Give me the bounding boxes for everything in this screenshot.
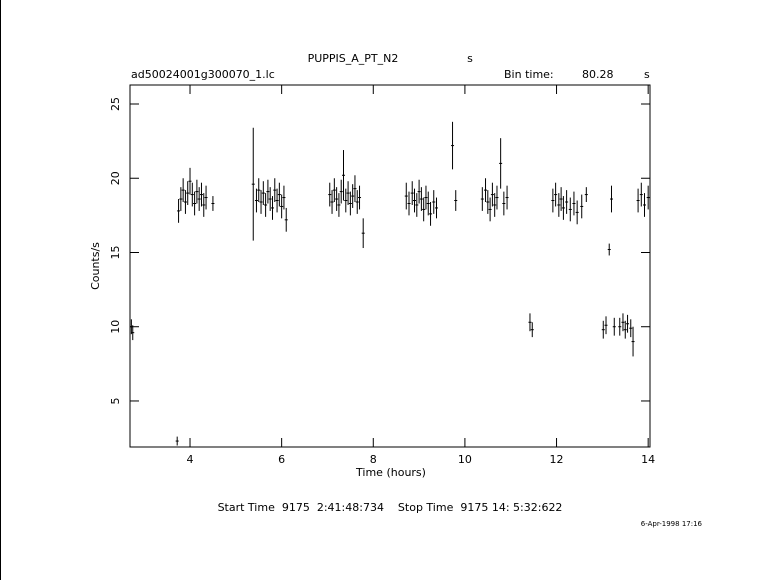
y-axis-label: Counts/s (89, 242, 102, 290)
x-tick-label: 4 (187, 453, 194, 466)
plot-frame (129, 84, 651, 448)
date: 6-Apr-1998 17:16 (641, 520, 703, 528)
x-tick-label: 12 (550, 453, 564, 466)
y-tick-label: 20 (109, 171, 122, 185)
x-tick-label: 10 (458, 453, 472, 466)
footer: Start Time 9175 2:41:48:734 Stop Time 91… (218, 501, 563, 514)
chart-title: PUPPIS_A_PT_N2 (308, 52, 399, 65)
bin-time-label: Bin time: (504, 68, 554, 81)
y-tick-label: 25 (109, 97, 122, 111)
x-tick-label: 14 (641, 453, 655, 466)
y-tick-label: 10 (109, 320, 122, 334)
title-unit: s (467, 52, 473, 65)
bin-time: 80.28 (582, 68, 614, 81)
y-tick-label: 15 (109, 245, 122, 259)
bin-time-unit: s (644, 68, 650, 81)
x-tick-label: 6 (278, 453, 285, 466)
subtitle: ad50024001g300070_1.lc (131, 68, 275, 81)
x-tick-label: 8 (370, 453, 377, 466)
y-tick-label: 5 (109, 397, 122, 404)
x-axis-label: Time (hours) (355, 466, 426, 479)
